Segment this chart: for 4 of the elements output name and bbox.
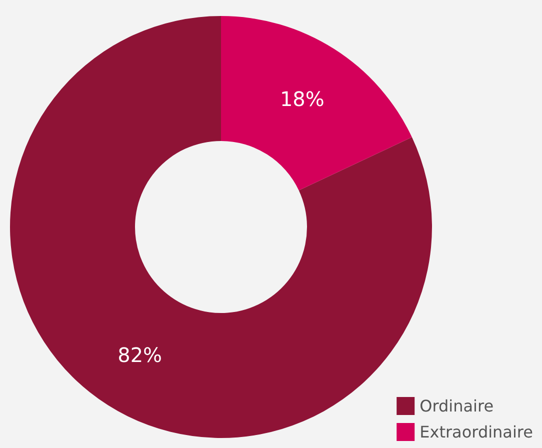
data-label: 18% — [280, 87, 324, 112]
legend-label: Extraordinaire — [420, 422, 534, 442]
data-label: 82% — [118, 342, 162, 367]
legend-label: Ordinaire — [420, 396, 494, 416]
